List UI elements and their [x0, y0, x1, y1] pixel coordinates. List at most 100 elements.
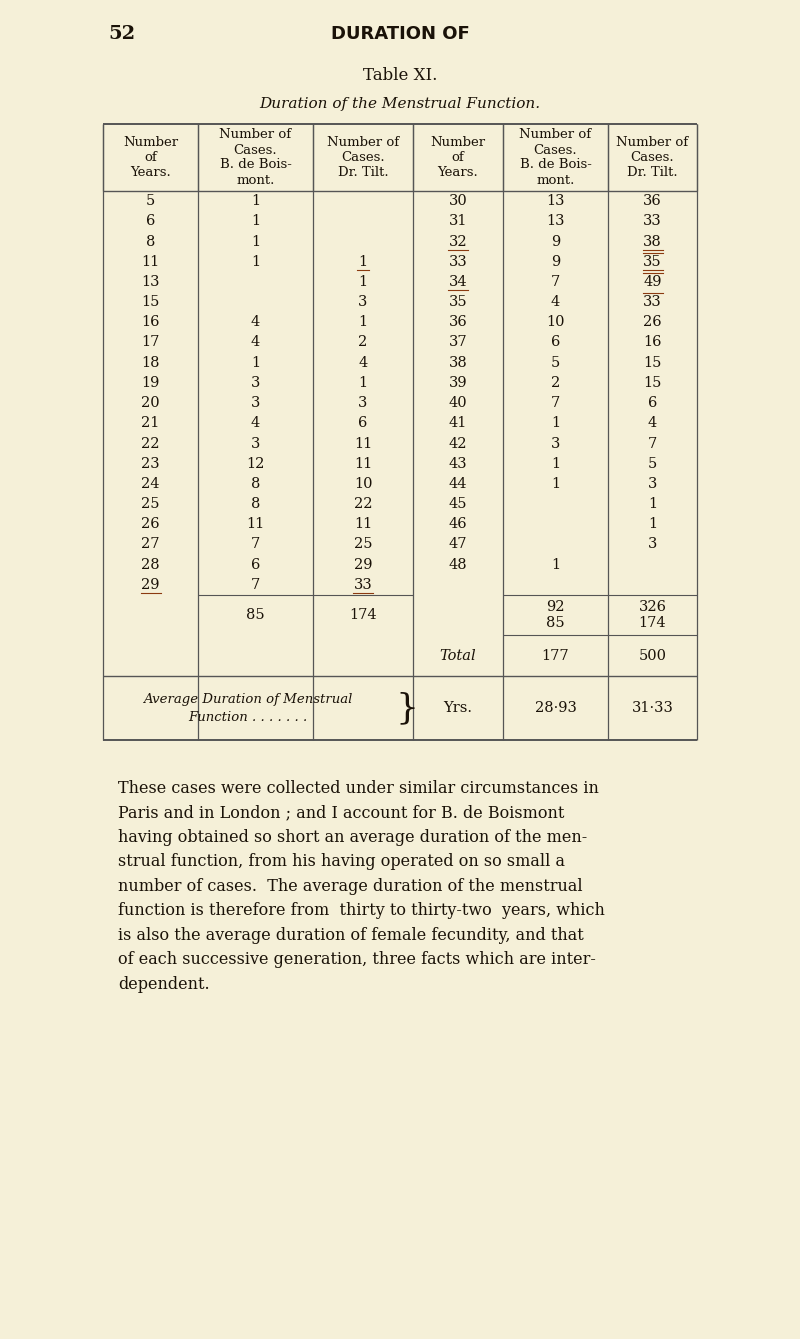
Text: 41: 41	[449, 416, 467, 430]
Text: 3: 3	[648, 477, 657, 491]
Text: 29: 29	[354, 558, 372, 572]
Text: strual function, from his having operated on so small a: strual function, from his having operate…	[118, 853, 565, 870]
Text: 28: 28	[141, 558, 160, 572]
Text: 2: 2	[358, 336, 368, 349]
Text: 1: 1	[551, 477, 560, 491]
Text: 6: 6	[551, 336, 560, 349]
Text: 32: 32	[449, 234, 467, 249]
Text: 11: 11	[354, 457, 372, 471]
Text: 4: 4	[648, 416, 657, 430]
Text: 3: 3	[358, 396, 368, 410]
Text: 25: 25	[142, 497, 160, 511]
Text: 4: 4	[251, 315, 260, 329]
Text: 3: 3	[358, 295, 368, 309]
Text: 13: 13	[546, 214, 565, 229]
Text: 29: 29	[142, 578, 160, 592]
Text: 37: 37	[449, 336, 467, 349]
Text: 1: 1	[551, 416, 560, 430]
Text: 1: 1	[648, 517, 657, 532]
Text: 92: 92	[546, 600, 565, 615]
Text: 43: 43	[449, 457, 467, 471]
Text: 26: 26	[643, 315, 662, 329]
Text: 35: 35	[643, 254, 662, 269]
Text: 16: 16	[142, 315, 160, 329]
Text: 4: 4	[251, 416, 260, 430]
Text: 4: 4	[358, 356, 368, 370]
Text: 27: 27	[142, 537, 160, 552]
Text: 31·33: 31·33	[631, 702, 674, 715]
Text: 20: 20	[141, 396, 160, 410]
Text: 3: 3	[551, 437, 560, 450]
Text: 11: 11	[246, 517, 265, 532]
Text: 33: 33	[643, 295, 662, 309]
Text: These cases were collected under similar circumstances in: These cases were collected under similar…	[118, 779, 599, 797]
Text: 6: 6	[251, 558, 260, 572]
Text: 6: 6	[358, 416, 368, 430]
Text: 34: 34	[449, 274, 467, 289]
Text: 6: 6	[648, 396, 657, 410]
Text: 24: 24	[142, 477, 160, 491]
Text: 49: 49	[643, 274, 662, 289]
Text: 33: 33	[643, 214, 662, 229]
Text: 3: 3	[251, 437, 260, 450]
Text: 25: 25	[354, 537, 372, 552]
Text: Number of
Cases.
B. de Bois-
mont.: Number of Cases. B. de Bois- mont.	[219, 129, 291, 186]
Text: 13: 13	[546, 194, 565, 208]
Text: 9: 9	[551, 254, 560, 269]
Text: 10: 10	[354, 477, 372, 491]
Text: dependent.: dependent.	[118, 976, 210, 994]
Text: Total: Total	[440, 648, 476, 663]
Text: 15: 15	[643, 376, 662, 390]
Text: 8: 8	[251, 477, 260, 491]
Text: of each successive generation, three facts which are inter-: of each successive generation, three fac…	[118, 952, 596, 968]
Text: 7: 7	[251, 578, 260, 592]
Text: Table XI.: Table XI.	[363, 67, 437, 84]
Text: }: }	[395, 691, 418, 726]
Text: 174: 174	[638, 616, 666, 631]
Text: 1: 1	[648, 497, 657, 511]
Text: 26: 26	[141, 517, 160, 532]
Text: 1: 1	[358, 274, 367, 289]
Text: 11: 11	[354, 517, 372, 532]
Text: 19: 19	[142, 376, 160, 390]
Text: 1: 1	[358, 315, 367, 329]
Text: Number of
Cases.
Dr. Tilt.: Number of Cases. Dr. Tilt.	[617, 137, 689, 179]
Text: Number of
Cases.
Dr. Tilt.: Number of Cases. Dr. Tilt.	[327, 137, 399, 179]
Text: 7: 7	[551, 274, 560, 289]
Text: 23: 23	[141, 457, 160, 471]
Text: 8: 8	[251, 497, 260, 511]
Text: 11: 11	[142, 254, 160, 269]
Text: Duration of the Menstrual Function.: Duration of the Menstrual Function.	[259, 96, 541, 111]
Text: 7: 7	[551, 396, 560, 410]
Text: 7: 7	[251, 537, 260, 552]
Text: 22: 22	[142, 437, 160, 450]
Text: 1: 1	[551, 558, 560, 572]
Text: 36: 36	[643, 194, 662, 208]
Text: 1: 1	[551, 457, 560, 471]
Text: 33: 33	[449, 254, 467, 269]
Text: 45: 45	[449, 497, 467, 511]
Text: 38: 38	[643, 234, 662, 249]
Text: 3: 3	[251, 396, 260, 410]
Text: Number
of
Years.: Number of Years.	[430, 137, 486, 179]
Text: 2: 2	[551, 376, 560, 390]
Text: Number
of
Years.: Number of Years.	[123, 137, 178, 179]
Text: Paris and in London ; and I account for B. de Boismont: Paris and in London ; and I account for …	[118, 805, 564, 821]
Text: Average Duration of Menstrual: Average Duration of Menstrual	[143, 692, 353, 706]
Text: 1: 1	[251, 194, 260, 208]
Text: 1: 1	[251, 234, 260, 249]
Text: 10: 10	[546, 315, 565, 329]
Text: 44: 44	[449, 477, 467, 491]
Text: DURATION OF: DURATION OF	[330, 25, 470, 43]
Text: 8: 8	[146, 234, 155, 249]
Text: 33: 33	[354, 578, 372, 592]
Text: Number of
Cases.
B. de Bois-
mont.: Number of Cases. B. de Bois- mont.	[519, 129, 591, 186]
Text: 52: 52	[108, 25, 135, 43]
Text: 5: 5	[146, 194, 155, 208]
Text: having obtained so short an average duration of the men-: having obtained so short an average dura…	[118, 829, 587, 846]
Text: 17: 17	[142, 336, 160, 349]
Text: function is therefore from  thirty to thirty-two  years, which: function is therefore from thirty to thi…	[118, 902, 605, 920]
Text: 1: 1	[358, 254, 367, 269]
Text: 15: 15	[142, 295, 160, 309]
Text: 46: 46	[449, 517, 467, 532]
